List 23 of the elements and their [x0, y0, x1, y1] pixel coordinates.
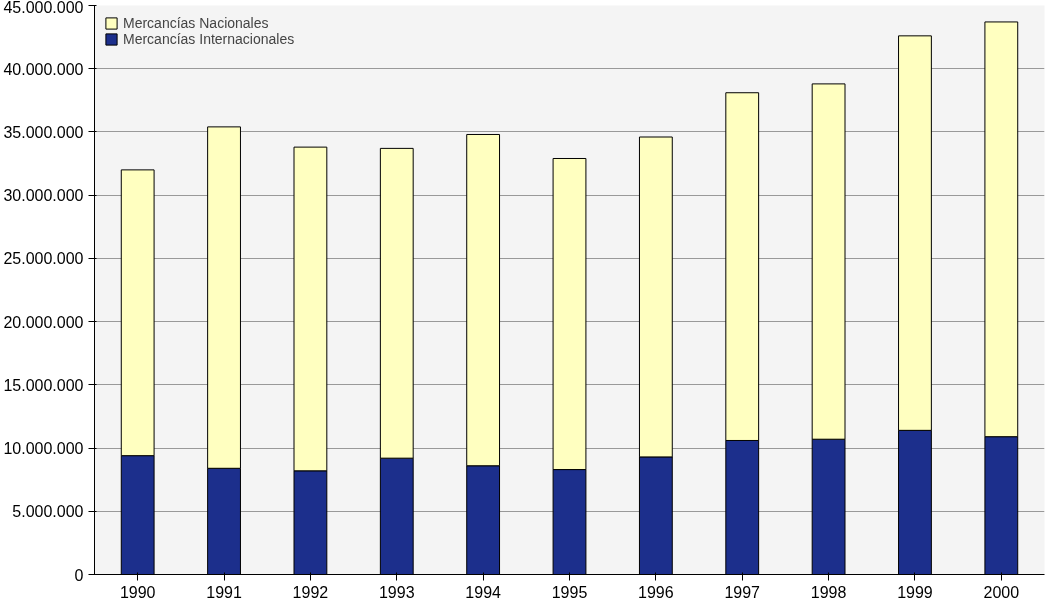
y-tick-label: 10.000.000: [3, 440, 84, 458]
x-tick-label: 2000: [983, 583, 1020, 600]
x-tick-label: 1991: [206, 583, 242, 600]
x-tick-label: 1990: [119, 583, 156, 600]
legend-label: Mercancías Internacionales: [123, 31, 295, 47]
x-tick-label: 1998: [810, 583, 847, 600]
x-tick-label: 1994: [465, 583, 502, 600]
x-tick-label: 1995: [551, 583, 588, 600]
y-tick-label: 5.000.000: [12, 503, 84, 521]
x-tick-label: 1993: [378, 583, 415, 600]
y-tick-label: 25.000.000: [3, 250, 84, 268]
x-tick-label: 1999: [897, 583, 933, 600]
x-tick-label: 1997: [724, 583, 761, 600]
y-tick-label: 40.000.000: [3, 60, 84, 78]
x-tick-label: 1996: [638, 583, 674, 600]
y-tick-label: 30.000.000: [3, 187, 84, 205]
y-tick-label: 45.000.000: [3, 0, 84, 16]
y-tick-label: 15.000.000: [3, 376, 84, 394]
y-tick-label: 35.000.000: [3, 123, 84, 141]
legend-label: Mercancías Nacionales: [123, 15, 269, 31]
y-tick-label: 0: [74, 566, 84, 584]
y-tick-label: 20.000.000: [3, 313, 84, 331]
x-tick-label: 1992: [292, 583, 329, 600]
